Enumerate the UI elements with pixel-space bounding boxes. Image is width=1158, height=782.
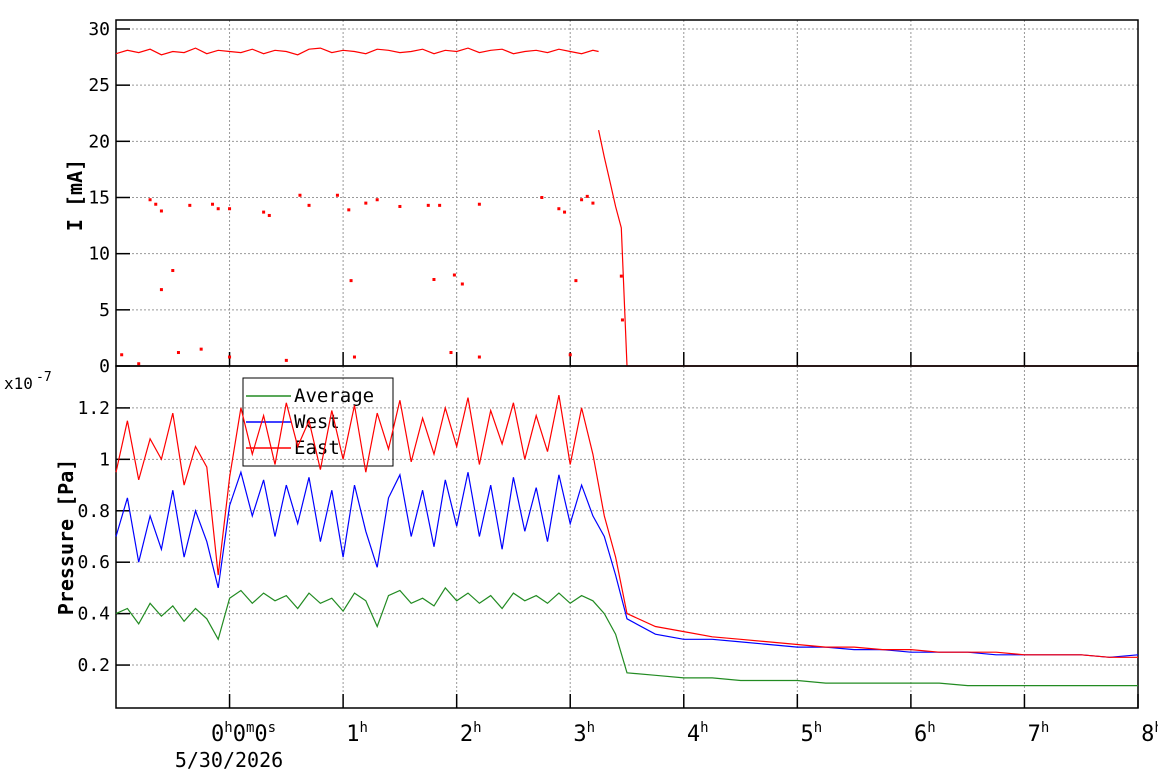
- data-point: [347, 208, 351, 212]
- data-point: [540, 195, 544, 199]
- y-tick-label: 10: [88, 244, 110, 265]
- y-tick-label: 0.4: [77, 604, 110, 625]
- legend-box: [242, 377, 394, 467]
- y-tick-label: 0.2: [77, 655, 110, 676]
- y-tick-label: 1.2: [77, 398, 110, 419]
- y-tick-label: 0.8: [77, 501, 110, 522]
- x-tick-label: 5h: [800, 720, 822, 747]
- x-tick-label: 1h: [346, 720, 368, 747]
- x-tick-label: 2h: [460, 720, 482, 747]
- data-point: [148, 198, 152, 202]
- x-tick-label: 3h: [573, 720, 595, 747]
- data-point: [620, 318, 624, 322]
- data-point: [591, 201, 595, 205]
- data-point: [460, 282, 464, 286]
- x-tick-label: 8h: [1141, 720, 1158, 747]
- y-tick-label: 25: [88, 75, 110, 96]
- data-point: [262, 210, 266, 214]
- data-point: [452, 273, 456, 277]
- data-point: [349, 279, 353, 283]
- data-point: [398, 204, 402, 208]
- y-tick-label: 0.6: [77, 552, 110, 573]
- x-tick-label: 4h: [687, 720, 709, 747]
- data-point: [563, 210, 567, 214]
- data-line: [115, 470, 1139, 658]
- data-point: [352, 355, 356, 359]
- data-point: [375, 198, 379, 202]
- y-scale-exponent: -7: [36, 370, 52, 385]
- data-point: [335, 193, 339, 197]
- y-tick-label: 20: [88, 131, 110, 152]
- data-point: [580, 198, 584, 202]
- data-point: [477, 355, 481, 359]
- x-tick-label: 6h: [914, 720, 936, 747]
- data-point: [211, 202, 215, 206]
- data-point: [154, 202, 158, 206]
- data-point: [159, 209, 163, 213]
- x-tick-label: 7h: [1028, 720, 1050, 747]
- data-point: [137, 362, 141, 366]
- data-point: [199, 347, 203, 351]
- y-tick-label: 5: [99, 300, 110, 321]
- y-tick-label: 0: [99, 356, 110, 377]
- data-line: [598, 129, 1138, 367]
- data-point: [171, 269, 175, 273]
- y-scale-base: x10: [4, 374, 33, 393]
- data-point: [585, 194, 589, 198]
- y-tick-label: 1: [99, 449, 110, 470]
- data-line: [115, 394, 1138, 658]
- plot-frame: [115, 365, 1139, 709]
- data-line: [115, 47, 599, 56]
- x-tick-label: 0h0m0s: [211, 720, 276, 747]
- y-tick-label: 15: [88, 187, 110, 208]
- data-point: [477, 202, 481, 206]
- data-point: [574, 279, 578, 283]
- data-point: [159, 288, 163, 292]
- data-point: [619, 274, 623, 278]
- legend-label: East: [294, 437, 340, 459]
- x-date-label: 5/30/2026: [175, 748, 283, 772]
- data-point: [449, 351, 453, 355]
- data-point: [364, 201, 368, 205]
- data-point: [426, 203, 430, 207]
- data-point: [284, 358, 288, 362]
- plot-frame: [115, 19, 1139, 367]
- data-point: [557, 207, 561, 211]
- data-point: [438, 203, 442, 207]
- data-point: [432, 278, 436, 281]
- y-tick-label: 30: [88, 19, 110, 40]
- data-line: [115, 586, 1138, 687]
- y-axis-label: I [mA]: [63, 159, 87, 231]
- data-point: [216, 207, 220, 211]
- data-point: [120, 353, 124, 357]
- data-point: [228, 207, 232, 211]
- data-point: [188, 203, 192, 207]
- data-point: [176, 351, 180, 355]
- data-point: [568, 353, 572, 357]
- data-point: [228, 355, 232, 359]
- data-point: [298, 193, 302, 197]
- legend-label: Average: [294, 385, 374, 407]
- y-axis-label: Pressure [Pa]: [54, 459, 78, 616]
- data-point: [307, 203, 311, 207]
- data-point: [267, 213, 271, 217]
